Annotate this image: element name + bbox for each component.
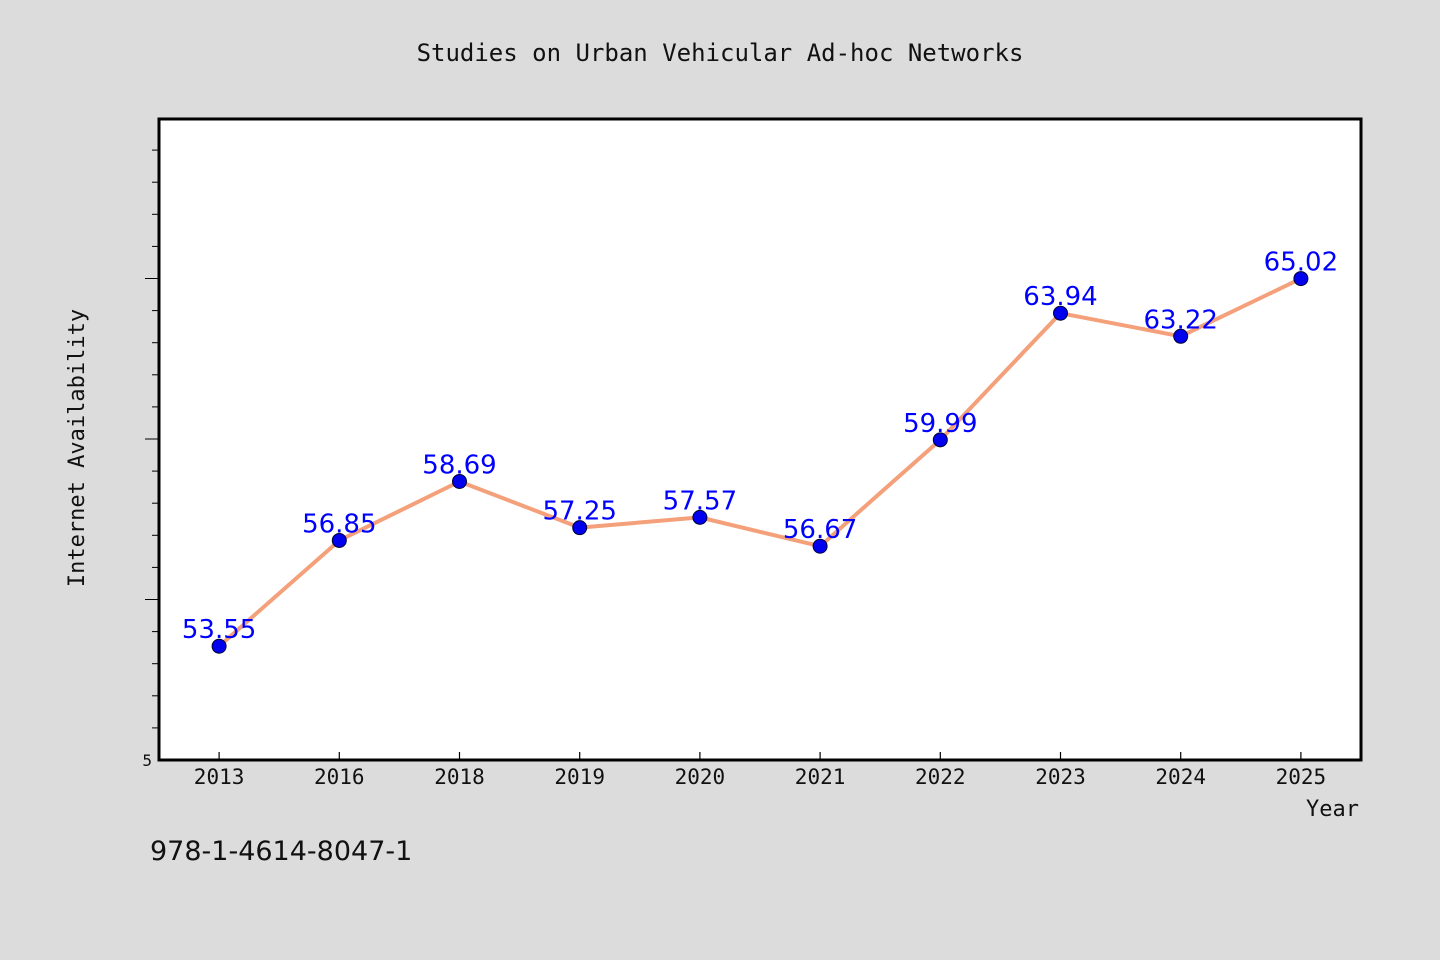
chart-title: Studies on Urban Vehicular Ad-hoc Networ… bbox=[417, 39, 1024, 67]
x-tick-label: 2019 bbox=[554, 765, 605, 789]
data-label: 56.67 bbox=[783, 515, 857, 545]
x-axis-ticks: 2013 2016 2018 2019 2020 2021 2022 2023 2024 2025 bbox=[194, 752, 1326, 789]
x-tick-label: 2020 bbox=[675, 765, 726, 789]
data-point bbox=[1293, 271, 1309, 287]
data-point bbox=[452, 473, 467, 489]
x-tick-label: 2024 bbox=[1155, 765, 1206, 789]
data-label: 53.55 bbox=[182, 615, 256, 645]
data-label: 57.57 bbox=[663, 486, 737, 516]
data-label: 56.85 bbox=[302, 509, 376, 539]
data-point bbox=[692, 509, 708, 525]
data-point bbox=[1053, 305, 1068, 321]
data-point bbox=[932, 432, 948, 448]
data-label: 57.25 bbox=[542, 497, 616, 527]
data-label: 63.22 bbox=[1143, 305, 1217, 335]
series-line bbox=[217, 276, 1303, 649]
y-tick-label: 5 bbox=[142, 751, 152, 770]
x-tick-label: 2016 bbox=[314, 765, 365, 789]
data-label: 65.02 bbox=[1264, 248, 1338, 278]
data-point bbox=[572, 520, 588, 536]
x-tick-label: 2023 bbox=[1035, 765, 1086, 789]
x-tick-label: 2021 bbox=[795, 765, 846, 789]
data-label: 59.99 bbox=[903, 409, 977, 439]
y-axis-label: Internet Availability bbox=[65, 309, 90, 587]
x-axis-label: Year bbox=[1306, 797, 1359, 822]
footer-id: 978-1-4614-8047-1 bbox=[150, 836, 413, 867]
y-axis-ticks bbox=[145, 149, 159, 729]
x-tick-label: 2018 bbox=[434, 765, 485, 789]
data-point bbox=[331, 532, 347, 548]
x-tick-label: 2022 bbox=[915, 765, 966, 789]
data-point bbox=[211, 638, 227, 654]
x-tick-label: 2025 bbox=[1276, 765, 1327, 789]
plot-area bbox=[157, 117, 1363, 762]
x-tick-label: 2013 bbox=[194, 765, 245, 789]
data-label: 63.94 bbox=[1023, 282, 1097, 312]
data-point bbox=[1173, 328, 1189, 344]
data-label: 58.69 bbox=[422, 450, 496, 480]
series-layer: 53.55 56.85 58.69 57.25 57.57 56.67 59.99 63.94… bbox=[182, 248, 1338, 654]
data-point bbox=[812, 538, 828, 554]
